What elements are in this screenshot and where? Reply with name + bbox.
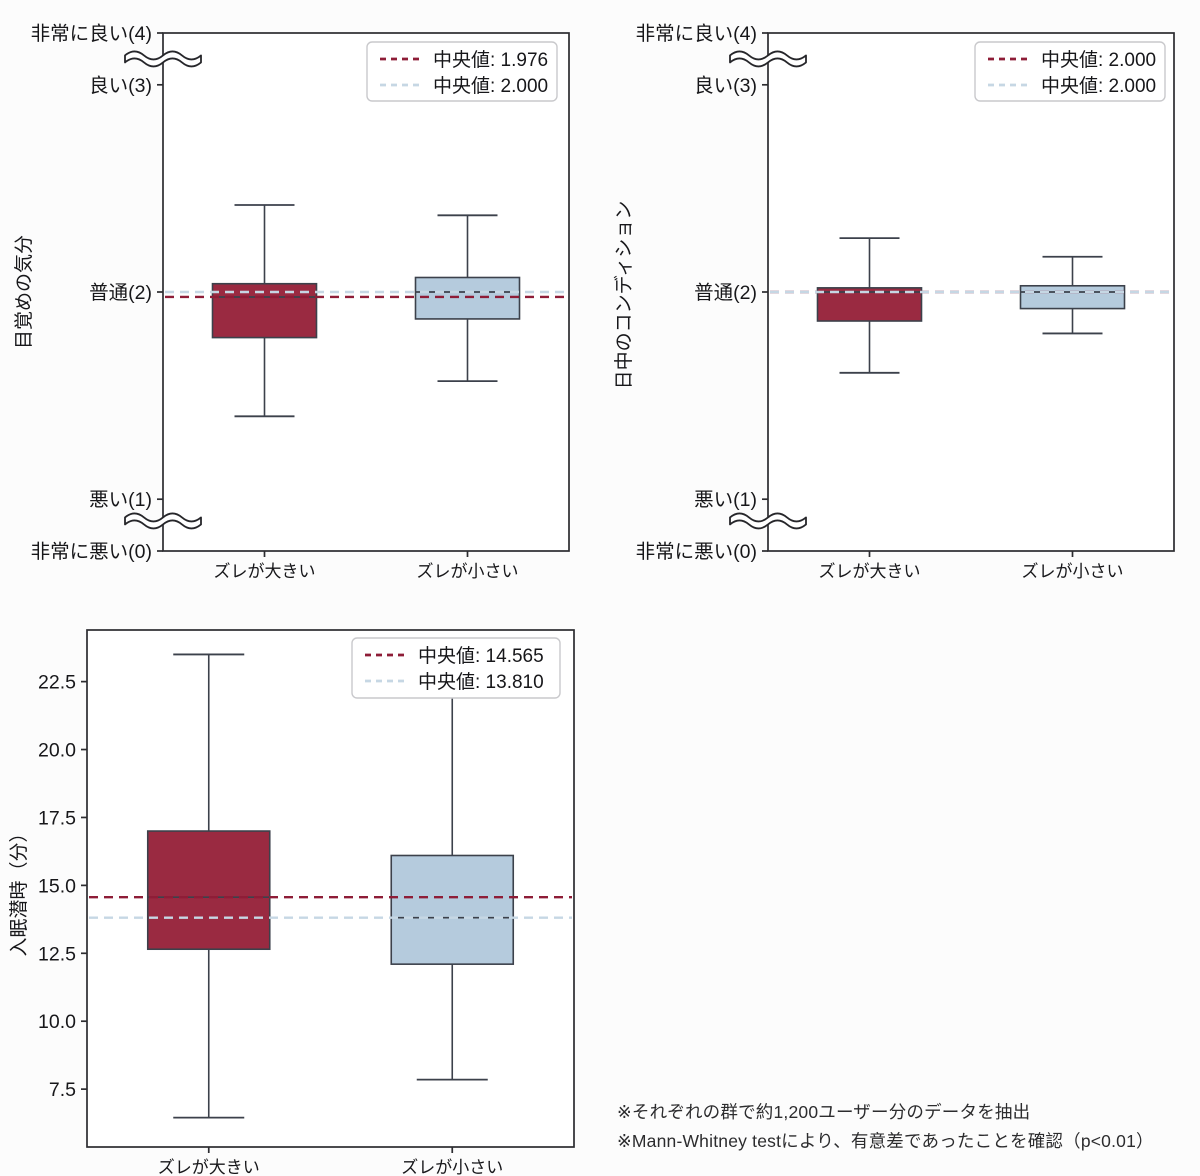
y-tick-label: 良い(3)	[89, 75, 152, 97]
legend-label: 中央値: 2.000	[433, 75, 548, 97]
legend-label: 中央値: 14.565	[418, 645, 544, 667]
panel-waking-mood: 非常に良い(4) 良い(3) 普通(2) 悪い(1) 非常に悪い(0) ズレが大きい ズレが…	[13, 23, 570, 581]
axis-break-icon	[124, 50, 202, 68]
y-tick-label: 7.5	[49, 1079, 76, 1101]
x-tick-label: ズレが小さい	[401, 1158, 503, 1176]
x-tick-label: ズレが大きい	[158, 1158, 260, 1176]
legend-label: 中央値: 13.810	[418, 671, 544, 693]
footnote-sample-size: ※それぞれの群で約1,200ユーザー分のデータを抽出	[617, 1102, 1031, 1122]
box-red	[146, 653, 271, 1119]
x-tick-label: ズレが小さい	[417, 562, 519, 581]
y-tick-label: 悪い(1)	[694, 489, 757, 511]
legend-label: 中央値: 2.000	[1041, 75, 1156, 97]
axis-break-icon	[729, 512, 807, 530]
x-tick-label: ズレが小さい	[1022, 562, 1124, 581]
x-tick-label: ズレが大きい	[214, 562, 316, 581]
y-tick-label: 非常に良い(4)	[636, 23, 757, 45]
box-red	[816, 237, 923, 374]
panel-daytime-condition: 非常に良い(4) 良い(3) 普通(2) 悪い(1) 非常に悪い(0) ズレが大きい ズレが…	[613, 23, 1175, 581]
x-tick-label: ズレが大きい	[819, 562, 921, 581]
y-tick-label: 22.5	[38, 672, 76, 694]
legend-label: 中央値: 2.000	[1041, 49, 1156, 71]
footnotes: ※それぞれの群で約1,200ユーザー分のデータを抽出 ※Mann-Whitney…	[617, 1098, 1192, 1156]
legend: 中央値: 14.565 中央値: 13.810	[351, 637, 561, 699]
y-axis-title: 入眠潜時（分）	[8, 823, 30, 956]
footnote-significance: ※Mann-Whitney testにより、有意差であったことを確認（p<0.0…	[617, 1131, 1154, 1151]
y-tick-label: 非常に良い(4)	[31, 23, 152, 45]
axis-break-icon	[729, 50, 807, 68]
axis-break-icon	[124, 512, 202, 530]
legend: 中央値: 1.976 中央値: 2.000	[366, 41, 558, 102]
legend-label: 中央値: 1.976	[433, 49, 548, 71]
y-tick-label: 12.5	[38, 943, 76, 965]
y-tick-label: 悪い(1)	[89, 489, 152, 511]
y-tick-label: 良い(3)	[694, 75, 757, 97]
box-blue	[414, 214, 521, 382]
y-tick-label: 非常に悪い(0)	[31, 541, 152, 563]
y-axis-title: 目覚めの気分	[13, 235, 35, 349]
y-tick-label: 20.0	[38, 740, 76, 762]
panel-sleep-latency: 22.5 20.0 17.5 15.0 12.5 10.0 7.5 ズレが大きい ズレが小さい 入…	[8, 629, 575, 1176]
y-tick-label: 15.0	[38, 875, 76, 897]
y-tick-label: 普通(2)	[694, 282, 757, 304]
box-blue	[390, 692, 515, 1081]
y-tick-label: 10.0	[38, 1011, 76, 1033]
y-tick-label: 普通(2)	[89, 282, 152, 304]
y-axis-title: 日中のコンディション	[613, 201, 635, 390]
legend: 中央値: 2.000 中央値: 2.000	[974, 41, 1166, 102]
y-tick-label: 非常に悪い(0)	[636, 541, 757, 563]
y-tick-label: 17.5	[38, 807, 76, 829]
